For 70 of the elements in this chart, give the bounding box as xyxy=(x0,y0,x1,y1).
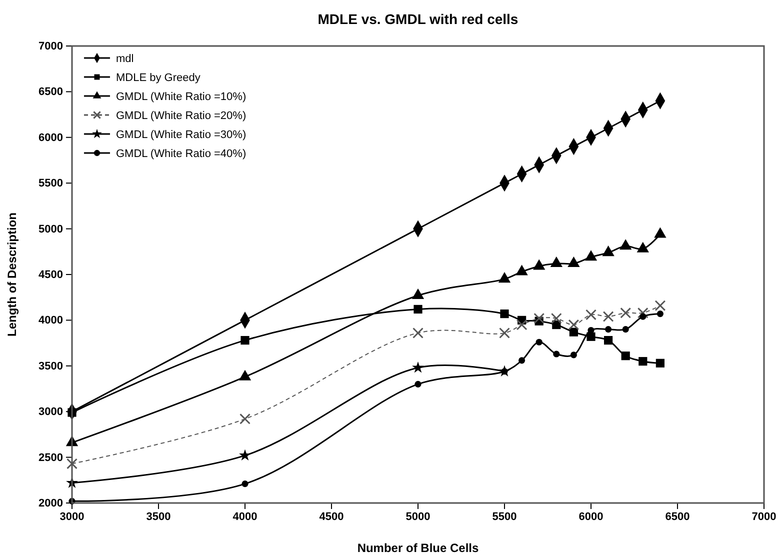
point xyxy=(584,250,598,261)
y-tick-label: 2500 xyxy=(38,452,63,464)
point xyxy=(605,326,612,333)
point xyxy=(536,338,542,346)
y-tick-label: 5000 xyxy=(38,223,63,236)
point xyxy=(516,319,528,330)
x-tick-label: 4000 xyxy=(232,510,258,523)
x-tick-label: 5500 xyxy=(492,510,517,523)
point xyxy=(550,312,562,324)
y-tick-label: 7000 xyxy=(38,40,63,53)
x-tick-label: 7000 xyxy=(752,510,776,523)
point xyxy=(602,311,614,322)
point xyxy=(654,300,666,312)
y-tick-label: 5500 xyxy=(38,178,63,190)
point xyxy=(499,328,510,338)
legend-label: GMDL (White Ratio =10%) xyxy=(116,91,246,103)
y-axis-title: Length of Description xyxy=(5,212,19,336)
point xyxy=(602,246,614,256)
point xyxy=(622,326,629,333)
point xyxy=(621,352,630,360)
chart-title: MDLE vs. GMDL with red cells xyxy=(318,11,518,27)
x-tick-label: 4500 xyxy=(319,510,344,523)
point xyxy=(640,313,646,320)
point xyxy=(569,328,578,336)
x-tick-label: 6000 xyxy=(578,510,604,523)
legend-label: mdl xyxy=(116,53,134,65)
point xyxy=(518,357,526,364)
point xyxy=(638,357,648,366)
point xyxy=(656,310,664,318)
x-tick-label: 3500 xyxy=(146,510,171,523)
legend-label: GMDL (White Ratio =40%) xyxy=(116,148,246,160)
y-tick-label: 2000 xyxy=(38,498,63,510)
point xyxy=(412,361,424,373)
x-tick-label: 3000 xyxy=(60,510,84,523)
point xyxy=(586,332,596,341)
point xyxy=(242,480,248,488)
point xyxy=(637,307,648,318)
x-axis-title: Number of Blue Cells xyxy=(357,541,479,555)
legend-label: MDLE by Greedy xyxy=(116,72,201,84)
point xyxy=(570,352,577,358)
point xyxy=(66,458,78,470)
point xyxy=(568,256,580,268)
point xyxy=(412,288,424,300)
x-tick-label: 6500 xyxy=(665,510,690,523)
point xyxy=(500,310,509,318)
legend-label: GMDL (White Ratio =20%) xyxy=(116,110,246,122)
point xyxy=(604,336,613,345)
point xyxy=(656,358,664,368)
point xyxy=(239,449,251,461)
y-tick-label: 6000 xyxy=(38,132,63,144)
point xyxy=(550,256,562,268)
y-tick-label: 6500 xyxy=(38,86,63,98)
y-tick-label: 3000 xyxy=(38,406,63,418)
y-tick-label: 4500 xyxy=(38,269,63,282)
point xyxy=(620,307,632,318)
point xyxy=(498,272,511,283)
point xyxy=(412,328,424,338)
point xyxy=(568,319,580,330)
point xyxy=(414,380,422,388)
point xyxy=(553,350,560,358)
y-tick-label: 4000 xyxy=(38,314,63,327)
point xyxy=(240,336,250,345)
x-tick-label: 5000 xyxy=(406,510,430,523)
y-tick-label: 3500 xyxy=(38,360,63,372)
point xyxy=(414,304,422,314)
point xyxy=(620,239,632,250)
point xyxy=(534,312,545,324)
point xyxy=(240,413,250,424)
legend-label: GMDL (White Ratio =30%) xyxy=(116,129,246,141)
point xyxy=(586,309,596,320)
